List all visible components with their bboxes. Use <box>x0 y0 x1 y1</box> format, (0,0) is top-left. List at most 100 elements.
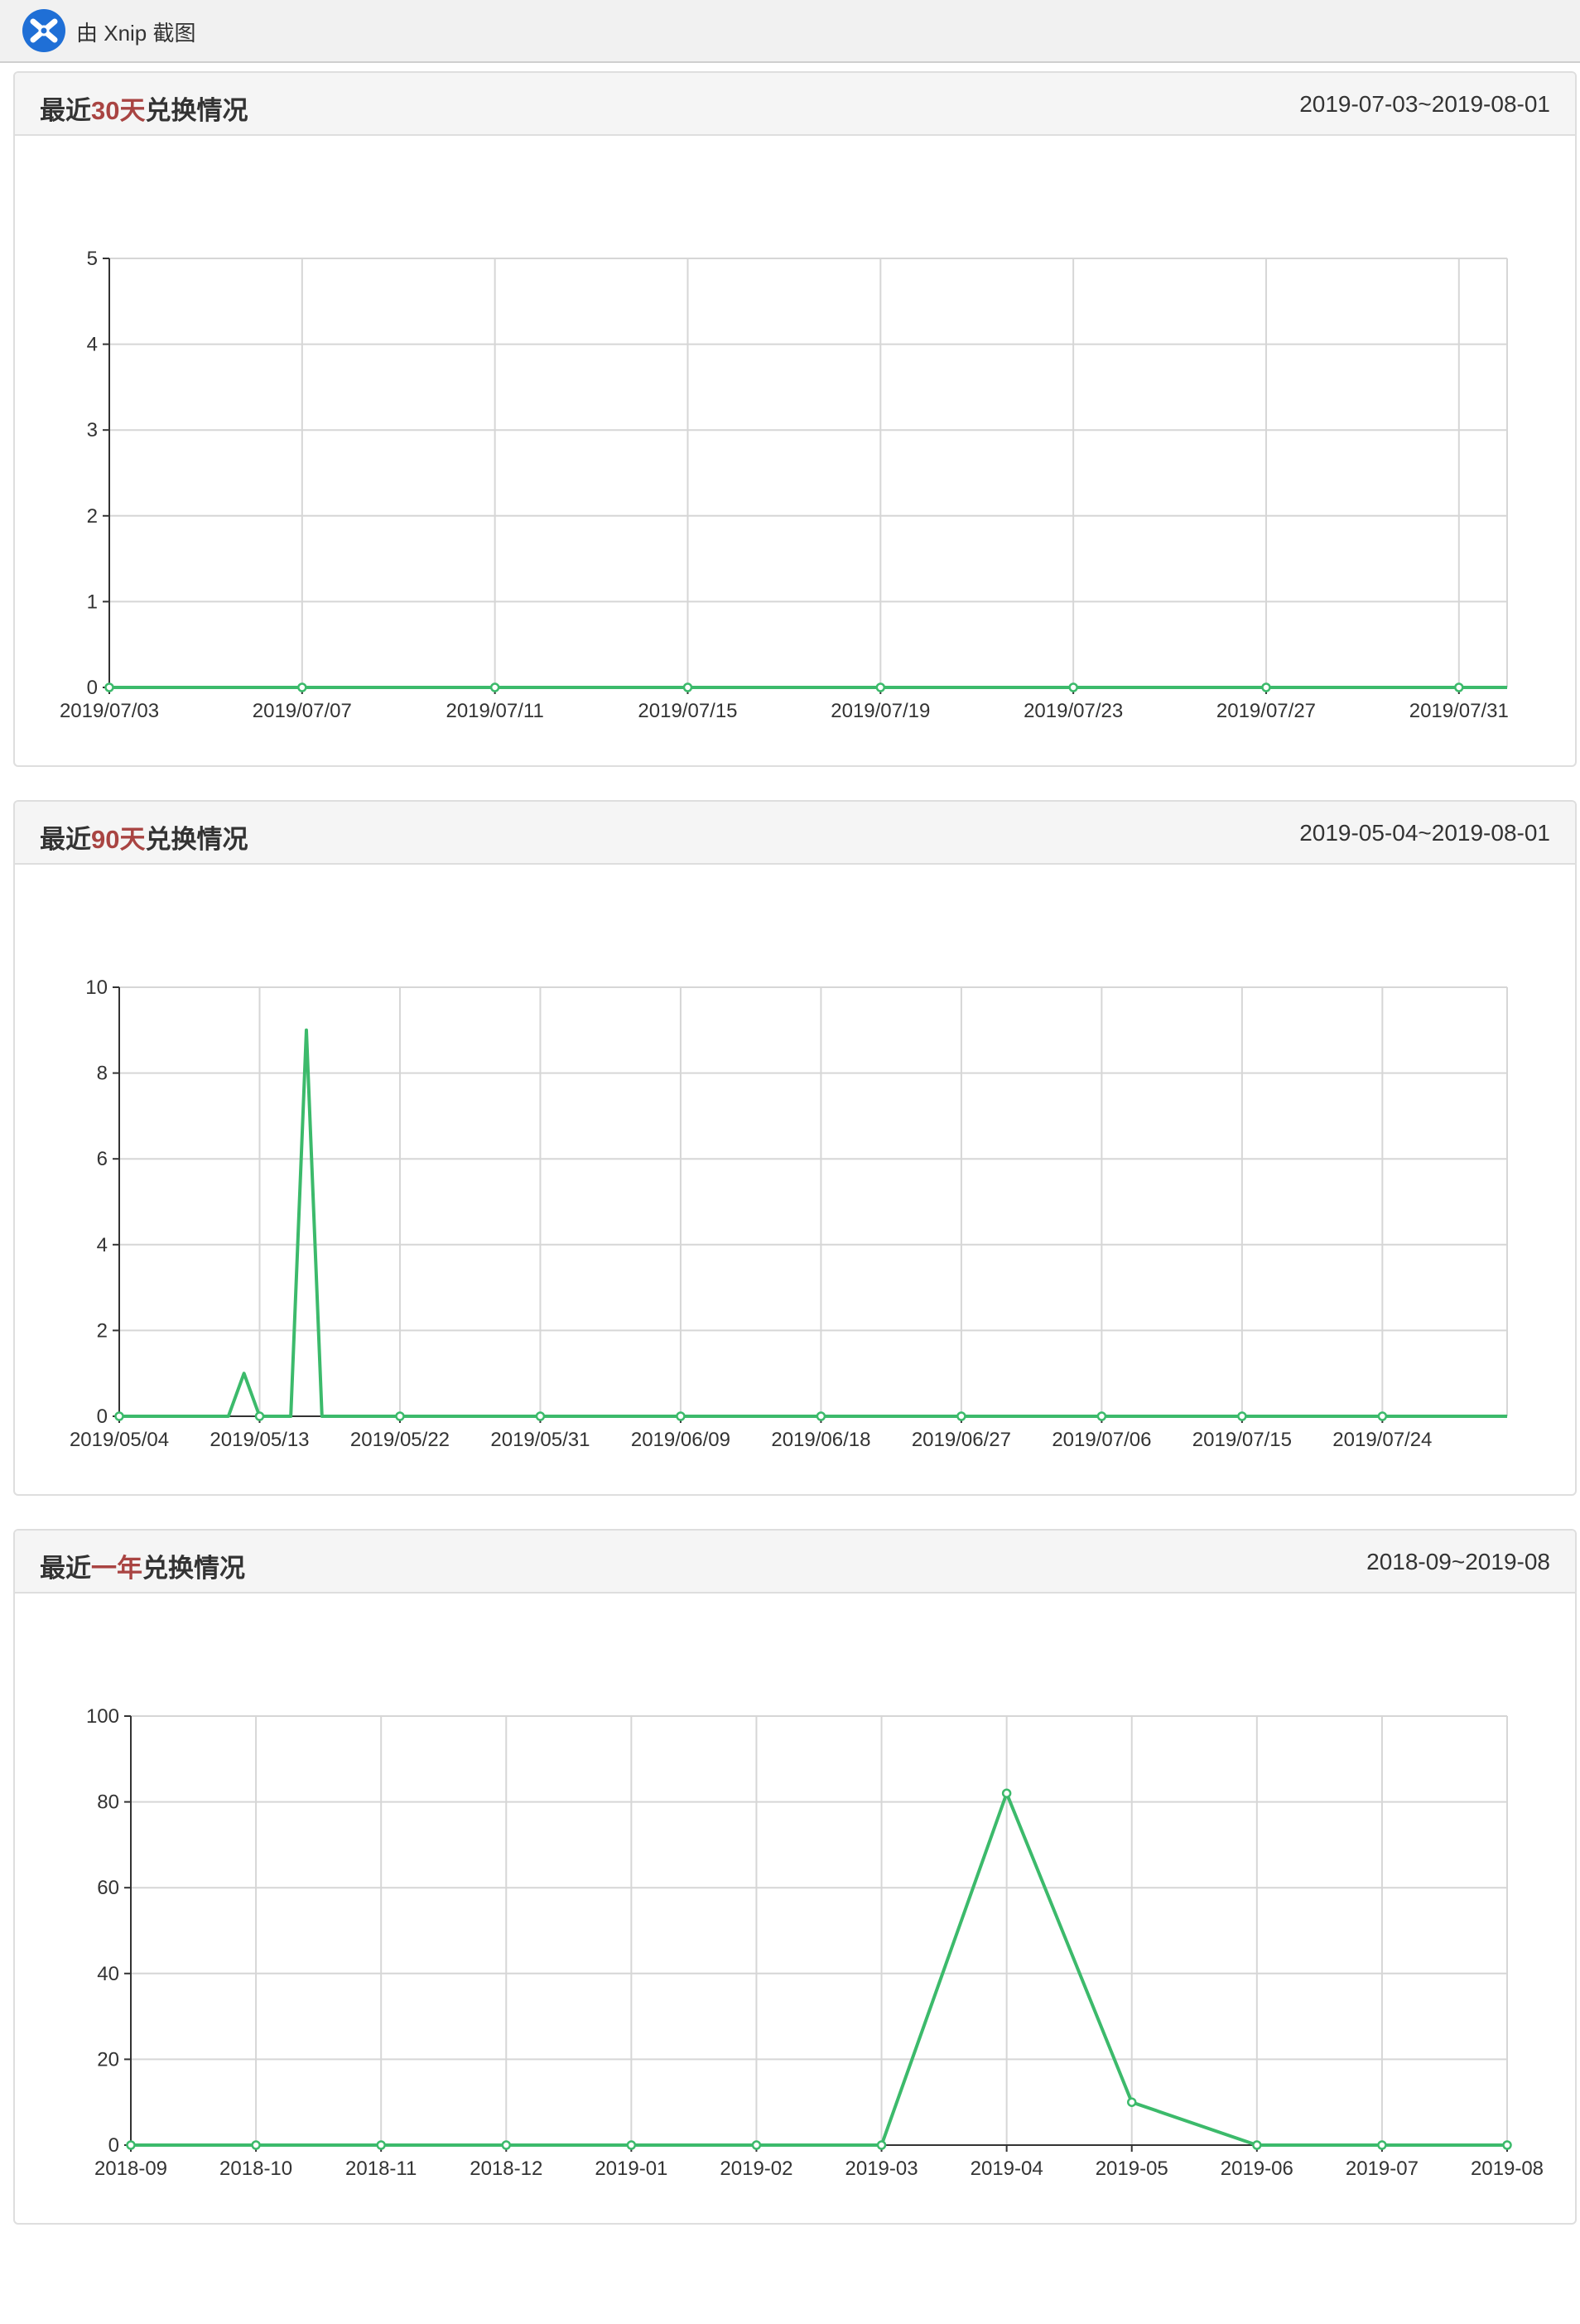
panel-title: 最近30天兑换情况 <box>40 89 248 127</box>
data-point <box>1502 2140 1512 2150</box>
panel-90-days: 最近90天兑换情况 2019-05-04~2019-08-01 0 2 4 6 8 10 2… <box>13 800 1577 1496</box>
date-range: 2019-05-04~2019-08-01 <box>1299 820 1550 846</box>
data-point <box>126 2140 136 2150</box>
x-tick-label: 2019/07/19 <box>831 700 930 722</box>
x-tick-label: 2019-01 <box>595 2158 667 2180</box>
title-highlight: 90天 <box>91 825 146 854</box>
x-tick-label: 2019/07/23 <box>1024 700 1123 722</box>
panel-header: 最近90天兑换情况 2019-05-04~2019-08-01 <box>15 802 1575 865</box>
y-tick-label: 0 <box>87 677 98 699</box>
data-point <box>297 682 307 692</box>
data-point <box>1237 1411 1247 1421</box>
y-tick-label: 4 <box>97 1234 108 1256</box>
x-tick-label: 2019/06/09 <box>631 1429 730 1451</box>
x-tick-label: 2019-03 <box>845 2158 918 2180</box>
y-tick-label: 40 <box>97 1963 119 1985</box>
y-tick-label: 0 <box>108 2134 119 2157</box>
x-tick-label: 2019-02 <box>720 2158 792 2180</box>
title-suffix: 兑换情况 <box>142 1554 245 1583</box>
line-chart-one-year: 0 20 40 60 80 100 2018-09 2018-10 2018-11 2018-12… <box>86 1705 1544 2180</box>
data-point <box>816 1411 826 1421</box>
panel-header: 最近30天兑换情况 2019-07-03~2019-08-01 <box>15 73 1575 136</box>
data-point <box>1261 682 1271 692</box>
x-tick-label: 2018-09 <box>94 2158 167 2180</box>
x-tick-label: 2019/05/04 <box>70 1429 169 1451</box>
capture-caption: 由 Xnip 截图 <box>76 21 196 46</box>
x-tick-label: 2019/07/31 <box>1409 700 1509 722</box>
data-point <box>535 1411 546 1421</box>
data-point <box>501 2140 512 2150</box>
data-point <box>1252 2140 1262 2150</box>
data-point <box>114 1411 124 1421</box>
data-point <box>254 1411 265 1421</box>
x-tick-label: 2019/07/15 <box>1192 1429 1292 1451</box>
title-highlight: 一年 <box>91 1554 142 1583</box>
panel-one-year: 最近一年兑换情况 2018-09~2019-08 0 20 40 60 80 100 201… <box>13 1529 1577 2225</box>
panel-30-days: 最近30天兑换情况 2019-07-03~2019-08-01 0 1 2 3 4 5 20… <box>13 71 1577 767</box>
x-tick-label: 2018-10 <box>219 2158 292 2180</box>
y-tick-label: 2 <box>97 1319 108 1342</box>
y-tick-label: 3 <box>87 419 98 441</box>
y-tick-label: 100 <box>86 1705 119 1728</box>
line-chart-30-days: 0 1 2 3 4 5 2019/07/03 2019/07/07 2019/07/11 2019… <box>60 248 1509 722</box>
title-highlight: 30天 <box>91 96 146 125</box>
x-tick-label: 2019-04 <box>971 2158 1043 2180</box>
x-tick-label: 2019-08 <box>1471 2158 1544 2180</box>
x-tick-label: 2019/06/27 <box>912 1429 1011 1451</box>
x-tick-label: 2019/07/15 <box>638 700 737 722</box>
y-tick-label: 6 <box>97 1148 108 1170</box>
y-tick-label: 0 <box>97 1405 108 1428</box>
x-tick-label: 2019-07 <box>1346 2158 1419 2180</box>
y-tick-label: 2 <box>87 505 98 528</box>
x-tick-label: 2019/07/07 <box>253 700 352 722</box>
panel-header: 最近一年兑换情况 2018-09~2019-08 <box>15 1531 1575 1594</box>
x-tick-label: 2019/05/31 <box>490 1429 590 1451</box>
capture-toolbar: 由 Xnip 截图 <box>0 0 1580 63</box>
y-tick-label: 1 <box>87 591 98 613</box>
y-tick-label: 4 <box>87 334 98 356</box>
data-point <box>1454 682 1464 692</box>
data-point <box>956 1411 966 1421</box>
series-line <box>131 1791 1507 2147</box>
data-point <box>1096 1411 1107 1421</box>
title-suffix: 兑换情况 <box>145 96 248 125</box>
title-prefix: 最近 <box>40 1554 91 1583</box>
x-tick-label: 2019/05/22 <box>350 1429 450 1451</box>
y-tick-label: 10 <box>85 976 108 999</box>
y-tick-label: 20 <box>97 2048 119 2071</box>
data-point <box>751 2140 762 2150</box>
data-point <box>104 682 114 692</box>
line-chart-90-days: 0 2 4 6 8 10 2019/05/04 2019/05/13 2019/05/22 201… <box>70 976 1508 1451</box>
data-point <box>676 1411 686 1421</box>
data-point <box>489 682 500 692</box>
title-prefix: 最近 <box>40 825 91 854</box>
y-tick-label: 5 <box>87 248 98 270</box>
y-tick-label: 8 <box>97 1063 108 1085</box>
data-point <box>626 2140 637 2150</box>
data-point <box>875 682 886 692</box>
x-tick-label: 2019/05/13 <box>210 1429 309 1451</box>
series-line <box>119 1028 1507 1418</box>
x-tick-label: 2019/07/11 <box>446 700 543 722</box>
x-tick-label: 2019-06 <box>1221 2158 1293 2180</box>
panel-title: 最近一年兑换情况 <box>40 1547 245 1584</box>
data-point <box>395 1411 405 1421</box>
x-tick-label: 2019/06/18 <box>771 1429 870 1451</box>
date-range: 2018-09~2019-08 <box>1366 1549 1550 1574</box>
data-point <box>1068 682 1078 692</box>
title-suffix: 兑换情况 <box>145 825 248 854</box>
data-point <box>376 2140 386 2150</box>
y-tick-label: 60 <box>97 1877 119 1899</box>
panel-title: 最近90天兑换情况 <box>40 818 248 856</box>
date-range: 2019-07-03~2019-08-01 <box>1299 91 1550 117</box>
x-tick-label: 2019/07/24 <box>1332 1429 1432 1451</box>
xnip-logo-icon <box>22 9 65 52</box>
data-point <box>1001 1788 1012 1798</box>
data-point <box>1377 1411 1388 1421</box>
data-point <box>1377 2140 1387 2150</box>
x-tick-label: 2018-11 <box>345 2158 417 2180</box>
data-point <box>682 682 693 692</box>
x-tick-label: 2019/07/03 <box>60 700 159 722</box>
data-point <box>251 2140 261 2150</box>
y-tick-label: 80 <box>97 1791 119 1814</box>
